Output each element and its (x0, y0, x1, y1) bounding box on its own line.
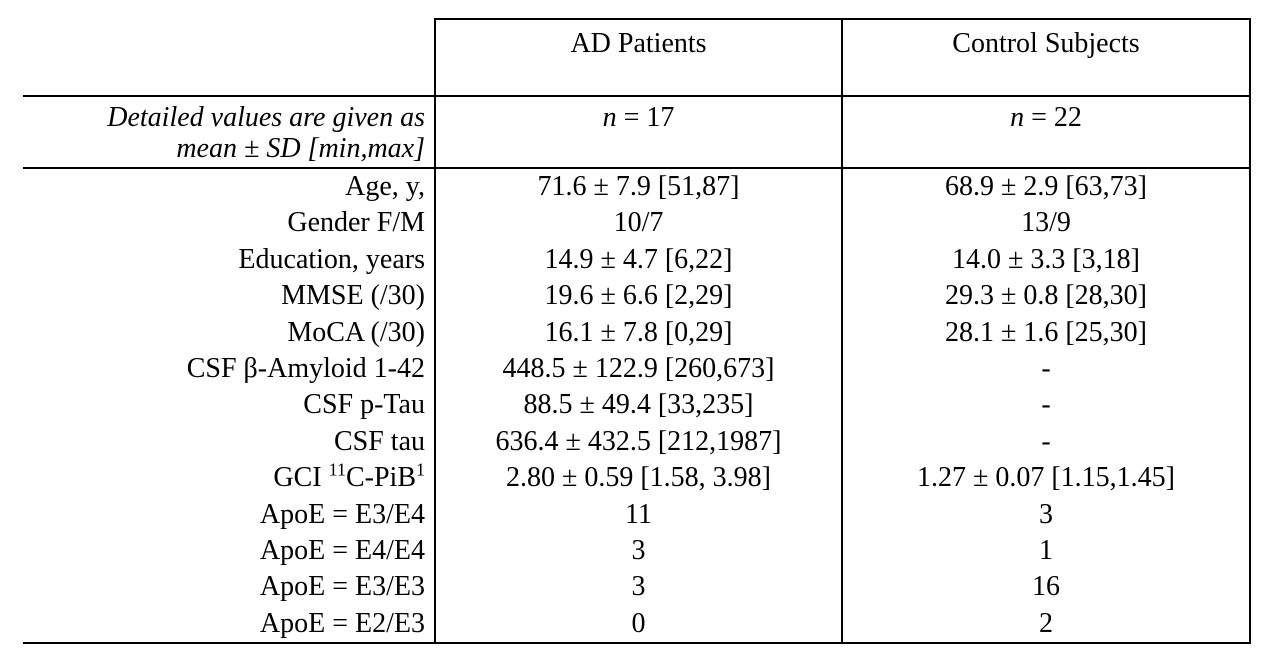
table-row-moca: MoCA (/30) 16.1 ± 7.8 [0,29] 28.1 ± 1.6 … (23, 314, 1251, 352)
row-label: CSF p-Tau (303, 389, 425, 421)
table-row-apoe-e2-e3: ApoE = E2/E3 0 2 (23, 605, 1251, 645)
table-row-apoe-e3-e3: ApoE = E3/E3 3 16 (23, 569, 1251, 606)
ad-value: 10/7 (434, 205, 842, 242)
table-row-education: Education, years 14.9 ± 4.7 [6,22] 14.0 … (23, 241, 1251, 279)
control-value: 1 (841, 533, 1251, 570)
table-row-apoe-e4-e4: ApoE = E4/E4 3 1 (23, 533, 1251, 570)
ad-value: 448.5 ± 122.9 [260,673] (434, 351, 842, 388)
row-label: MMSE (/30) (281, 280, 425, 312)
note-cell: Detailed values are given as mean ± SD [… (23, 96, 435, 169)
row-label: GCI 11C-PiB1 (23, 460, 435, 496)
row-label: CSF β-Amyloid 1-42 (186, 353, 425, 385)
control-value: 68.9 ± 2.9 [63,73] (841, 168, 1251, 206)
control-value: 3 (841, 496, 1251, 534)
ad-value: 16.1 ± 7.8 [0,29] (434, 314, 842, 352)
column-header-control-subjects: Control Subjects (841, 18, 1251, 97)
n-count: = 22 (1031, 102, 1082, 133)
control-value: 14.0 ± 3.3 [3,18] (841, 241, 1251, 279)
row-label: Age, y, (345, 171, 425, 202)
row-label: ApoE = E4/E4 (259, 535, 425, 567)
row-label: ApoE = E3/E3 (259, 571, 425, 603)
corner-cell (23, 19, 435, 97)
ad-value: 3 (434, 569, 842, 606)
ad-value: 2.80 ± 0.59 [1.58, 3.98] (434, 460, 842, 497)
ad-value: 636.4 ± 432.5 [212,1987] (434, 423, 842, 461)
table-row-csf-p-tau: CSF p-Tau 88.5 ± 49.4 [33,235] - (23, 387, 1251, 424)
control-value: 13/9 (841, 205, 1251, 242)
gci-label-mid: C-PiB (345, 462, 416, 494)
table-row-gci-pib: GCI 11C-PiB1 2.80 ± 0.59 [1.58, 3.98] 1.… (23, 460, 1251, 497)
column-header-ad-patients: AD Patients (434, 18, 842, 97)
table-row-age: Age, y, 71.6 ± 7.9 [51,87] 68.9 ± 2.9 [6… (23, 168, 1251, 206)
row-label: ApoE = E3/E4 (259, 498, 425, 530)
note-line-1: Detailed values are given as (107, 102, 425, 133)
control-value: 29.3 ± 0.8 [28,30] (841, 278, 1251, 315)
table-row-csf-beta-amyloid: CSF β-Amyloid 1-42 448.5 ± 122.9 [260,67… (23, 351, 1251, 388)
n-count: = 17 (623, 102, 675, 133)
row-label: Education, years (238, 243, 425, 275)
demographics-table: AD Patients Control Subjects Detailed va… (23, 18, 1251, 645)
gci-superscript-1: 1 (416, 460, 425, 480)
control-value: 2 (841, 605, 1251, 645)
gci-label-prefix: GCI (273, 462, 329, 494)
control-value: - (841, 423, 1251, 461)
control-value: 16 (841, 569, 1251, 606)
n-symbol: n (1010, 102, 1025, 133)
header-row: AD Patients Control Subjects (23, 18, 1251, 97)
ad-value: 3 (434, 533, 842, 570)
ad-value: 88.5 ± 49.4 [33,235] (434, 387, 842, 424)
ad-value: 11 (434, 496, 842, 534)
ad-value: 14.9 ± 4.7 [6,22] (434, 241, 842, 279)
gci-superscript-11: 11 (328, 460, 346, 480)
ad-value: 71.6 ± 7.9 [51,87] (434, 168, 842, 206)
table-row-apoe-e3-e4: ApoE = E3/E4 11 3 (23, 496, 1251, 534)
n-cell-ad: n = 17 (434, 96, 842, 169)
row-label: Gender F/M (287, 207, 425, 239)
table-row-csf-tau: CSF tau 636.4 ± 432.5 [212,1987] - (23, 423, 1251, 461)
row-label: MoCA (/30) (287, 316, 425, 348)
note-line-2: mean ± SD [min,max] (176, 133, 425, 164)
table-row-mmse: MMSE (/30) 19.6 ± 6.6 [2,29] 29.3 ± 0.8 … (23, 278, 1251, 315)
row-label: CSF tau (333, 425, 425, 457)
control-value: - (841, 387, 1251, 424)
ad-value: 19.6 ± 6.6 [2,29] (434, 278, 842, 315)
control-value: 1.27 ± 0.07 [1.15,1.45] (841, 460, 1251, 497)
table-row-gender: Gender F/M 10/7 13/9 (23, 205, 1251, 242)
row-label: ApoE = E2/E3 (23, 605, 435, 645)
subheader-row: Detailed values are given as mean ± SD [… (23, 96, 1251, 169)
ad-value: 0 (434, 605, 842, 645)
control-value: 28.1 ± 1.6 [25,30] (841, 314, 1251, 352)
control-value: - (841, 351, 1251, 388)
n-symbol: n (602, 102, 617, 133)
n-cell-control: n = 22 (841, 96, 1251, 169)
